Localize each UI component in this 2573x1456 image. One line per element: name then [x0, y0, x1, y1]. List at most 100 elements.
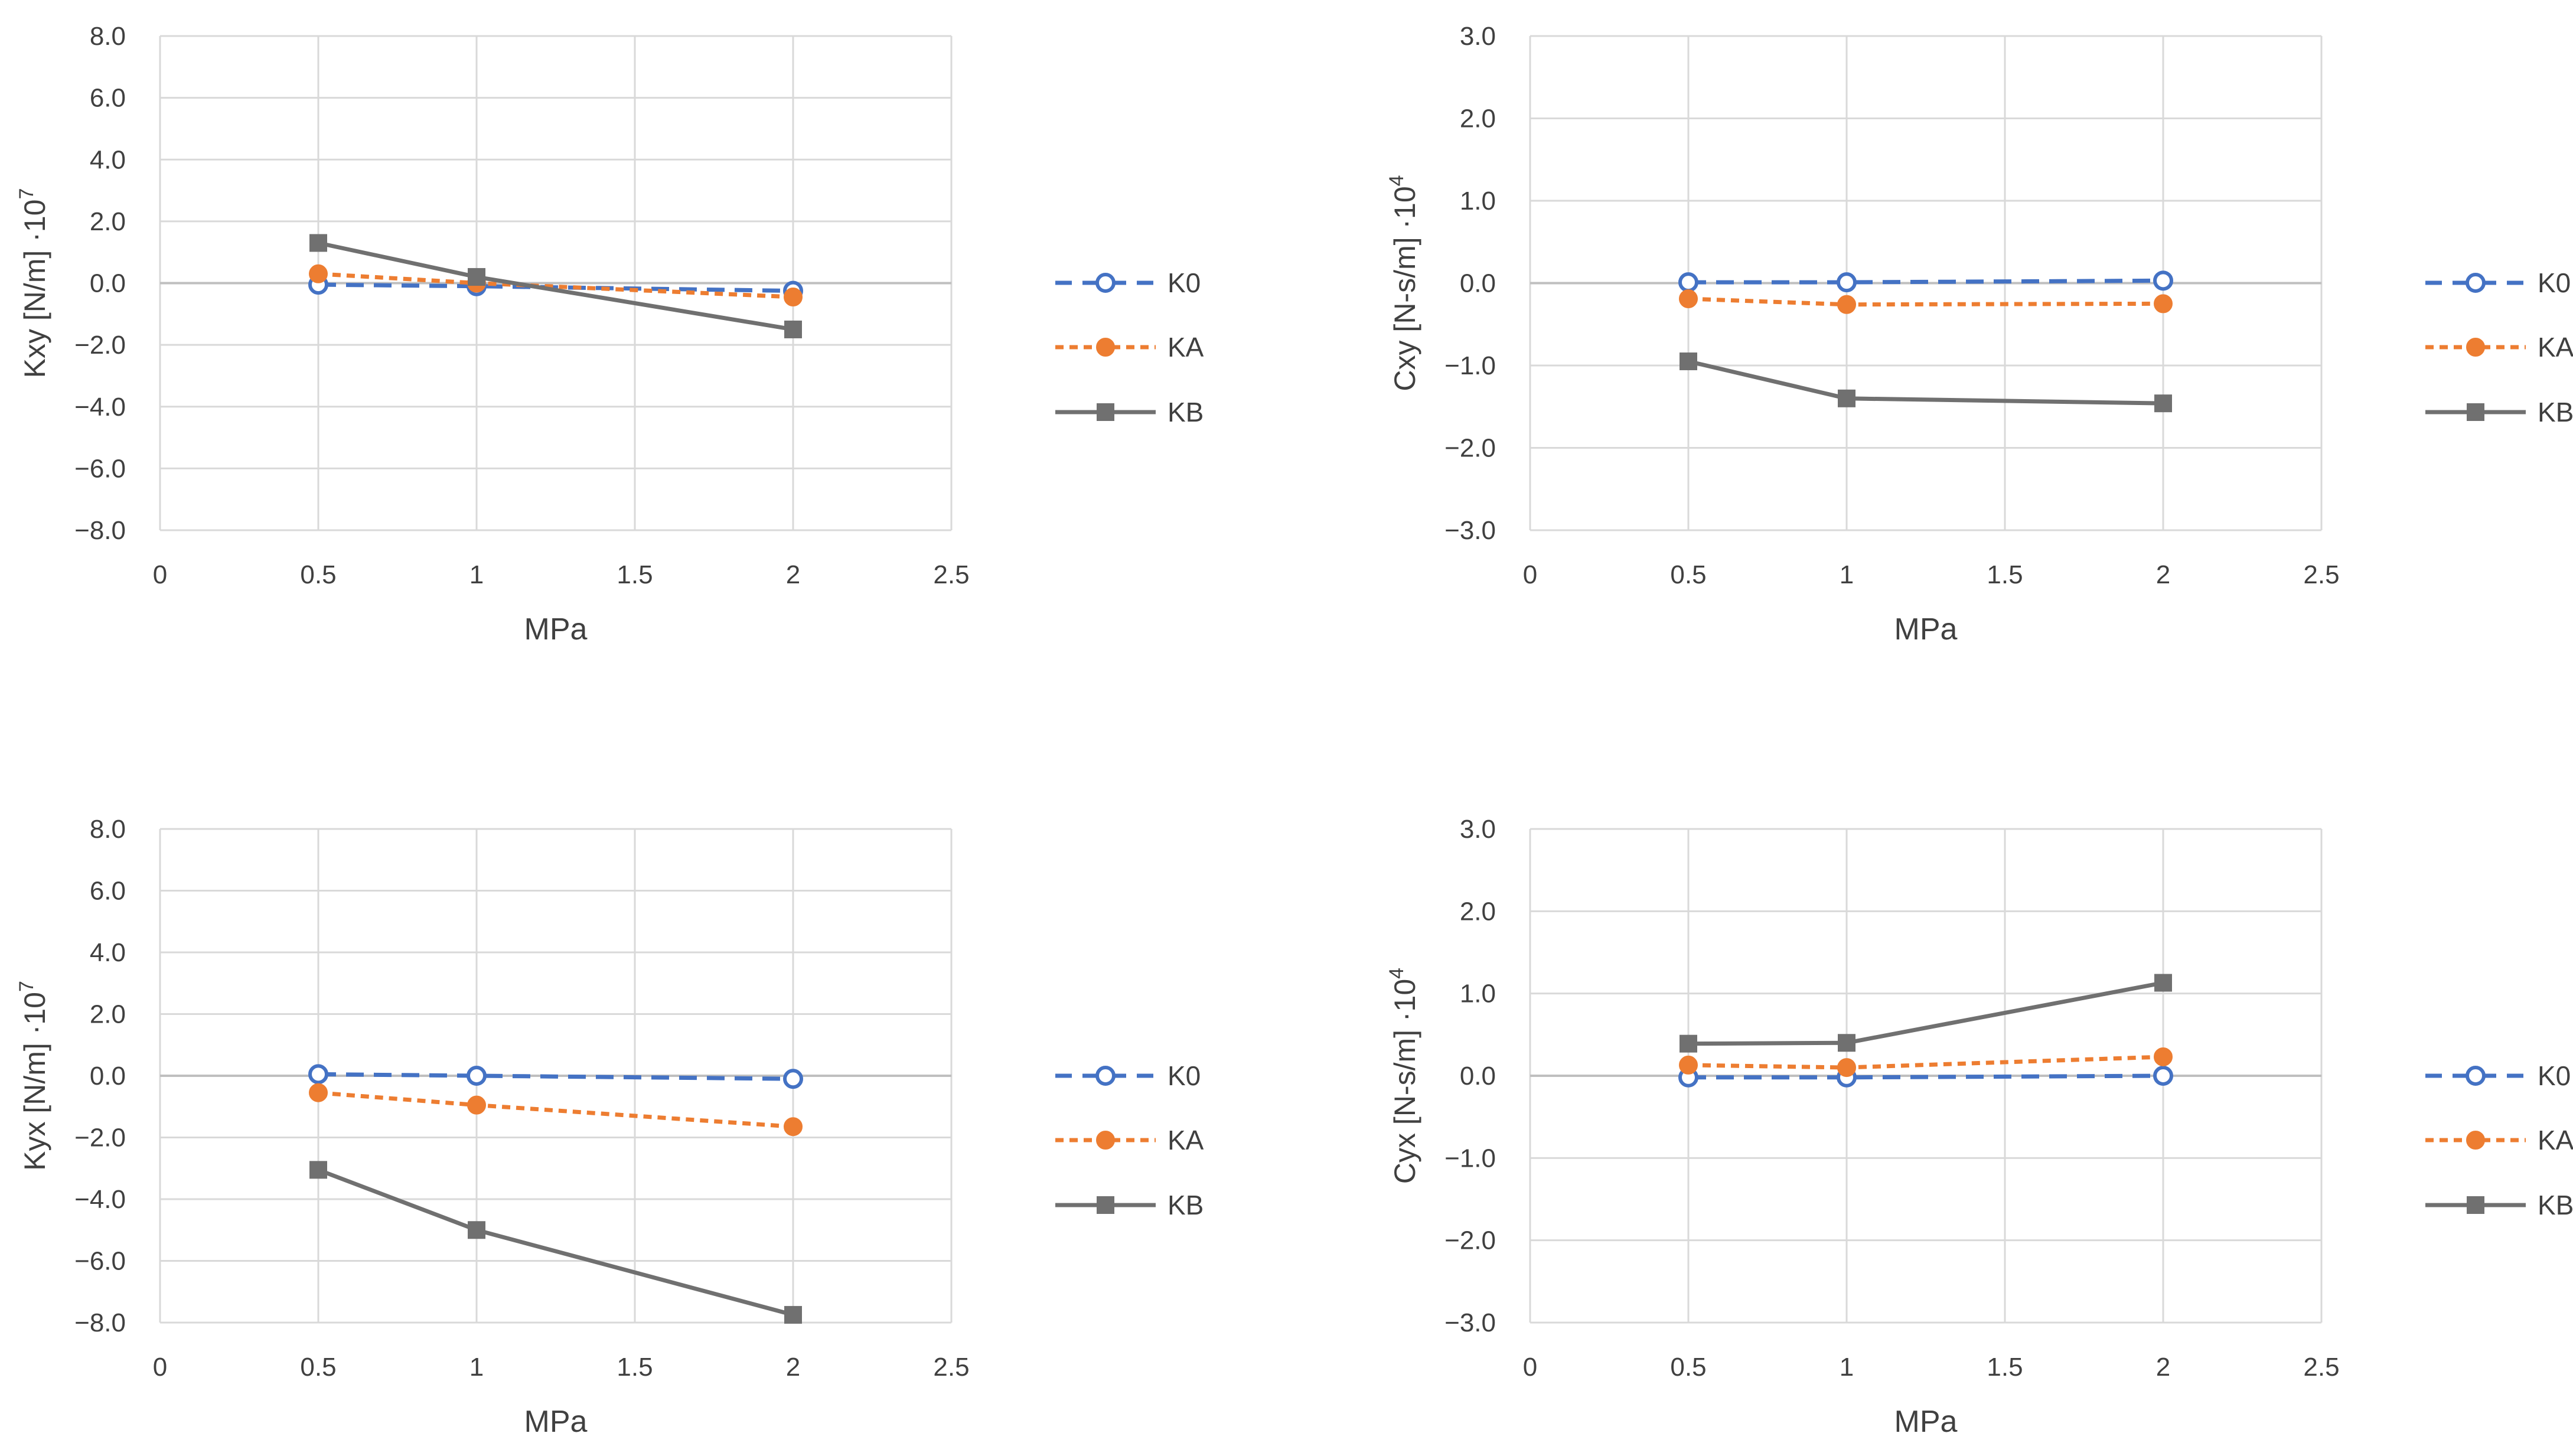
x-tick-label: 1	[469, 1353, 484, 1382]
x-tick-label: 1	[469, 560, 484, 589]
marker-k0	[2153, 1066, 2173, 1086]
legend-label-ka: KA	[1168, 332, 1204, 363]
y-axis-title-text: Cxy [N-s/m] ·10	[1388, 186, 1421, 391]
y-tick-label: −2.0	[1444, 1226, 1496, 1255]
marker-ka	[2466, 338, 2485, 357]
marker-ka	[309, 264, 328, 283]
marker-k0	[467, 1066, 487, 1086]
x-tick-label: 2	[2156, 1353, 2170, 1382]
x-tick-label: 0	[153, 1353, 167, 1382]
x-axis-title: MPa	[1894, 612, 1958, 647]
marker-kb	[309, 234, 327, 252]
marker-ka	[1679, 289, 1698, 309]
y-tick-label: −8.0	[74, 1308, 126, 1337]
y-tick-label: 1.0	[1460, 187, 1496, 216]
marker-kb	[1838, 389, 1855, 407]
series-line-ka	[1688, 1055, 2164, 1070]
y-tick-label: 6.0	[90, 84, 126, 113]
y-axis-title: Kxy [N/m] ·107	[15, 188, 51, 378]
legend-label-kb: KB	[1168, 397, 1204, 427]
y-tick-label: 2.0	[1460, 105, 1496, 133]
x-tick-label: 1.5	[617, 560, 653, 589]
legend-label-k0: K0	[2538, 267, 2571, 298]
marker-kb	[468, 1221, 485, 1239]
x-tick-label: 2	[2156, 560, 2170, 589]
x-tick-label: 0	[153, 560, 167, 589]
y-tick-label: 0.0	[90, 269, 126, 298]
legend-label-k0: K0	[2538, 1060, 2571, 1091]
legend-label-kb: KB	[1168, 1190, 1204, 1220]
x-tick-label: 2.5	[2303, 560, 2339, 589]
x-tick-label: 2	[786, 1353, 800, 1382]
y-tick-label: −8.0	[74, 516, 126, 545]
y-tick-label: −3.0	[1444, 1308, 1496, 1337]
marker-ka	[2466, 1131, 2485, 1150]
chart-kxy: 8.0 6.0 4.0 2.0 0.0 −2.0 −4.0 −6.0 −8.0 0 0.5 1 1.5 2…	[15, 22, 1204, 647]
legend-label-ka: KA	[2538, 1125, 2573, 1155]
x-tick-label: 0.5	[1670, 1353, 1706, 1382]
marker-ka	[467, 1095, 486, 1115]
marker-kb	[1680, 1034, 1697, 1053]
y-axis-title-exponent: 4	[1385, 968, 1408, 979]
marker-k0	[2466, 273, 2486, 293]
x-tick-label: 0.5	[300, 1353, 336, 1382]
y-tick-label: −1.0	[1444, 351, 1496, 380]
marker-ka	[2154, 294, 2173, 314]
x-tick-label: 2.5	[2303, 1353, 2339, 1382]
marker-ka	[309, 1083, 328, 1102]
y-axis-title-text: Kyx [N/m] ·10	[18, 992, 51, 1171]
marker-kb	[784, 1305, 802, 1324]
series-line-ka	[1688, 296, 2164, 307]
x-tick-label: 1.5	[1987, 1353, 2023, 1382]
y-tick-label: −1.0	[1444, 1144, 1496, 1173]
chart-kyx: 8.0 6.0 4.0 2.0 0.0 −2.0 −4.0 −6.0 −8.0 0 0.5 1 1.5 2…	[15, 815, 1204, 1439]
series-line-k0	[318, 282, 794, 293]
x-tick-label: 2.5	[933, 1353, 969, 1382]
marker-ka	[2154, 1047, 2173, 1066]
x-tick-label: 1	[1840, 560, 1854, 589]
y-axis-title: Cyx [N-s/m] ·104	[1385, 968, 1421, 1184]
y-axis-title: Kyx [N/m] ·107	[15, 981, 51, 1171]
x-tick-label: 1	[1840, 1353, 1854, 1382]
series-line-k0	[1688, 278, 2164, 285]
marker-ka	[784, 288, 803, 307]
legend-label-k0: K0	[1168, 1060, 1201, 1091]
marker-ka	[1679, 1055, 1698, 1075]
y-tick-label: 3.0	[1460, 815, 1496, 844]
y-tick-label: −4.0	[74, 1185, 126, 1214]
series-line-kb	[1688, 981, 2164, 1046]
x-tick-label: 0.5	[300, 560, 336, 589]
x-tick-label: 2	[786, 560, 800, 589]
y-tick-label: 3.0	[1460, 22, 1496, 51]
legend-label-ka: KA	[2538, 332, 2573, 363]
marker-kb	[1680, 352, 1697, 371]
y-tick-label: −6.0	[74, 454, 126, 483]
y-tick-label: −2.0	[74, 1124, 126, 1153]
series-line-ka	[318, 1091, 794, 1129]
x-tick-label: 0.5	[1670, 560, 1706, 589]
y-tick-label: 1.0	[1460, 980, 1496, 1008]
x-axis-title: MPa	[524, 1405, 588, 1439]
y-tick-label: 0.0	[1460, 1062, 1496, 1091]
series-line-kb	[1688, 359, 2164, 406]
y-axis-title-exponent: 7	[15, 981, 38, 992]
marker-kb	[2154, 394, 2172, 413]
legend-label-kb: KB	[2538, 397, 2573, 427]
y-tick-label: 8.0	[90, 22, 126, 51]
marker-kb	[2467, 403, 2484, 421]
legend-label-k0: K0	[1168, 267, 1201, 298]
marker-kb	[2154, 974, 2172, 992]
marker-k0	[1095, 273, 1116, 293]
chart-cyx: 3.0 2.0 1.0 0.0 −1.0 −2.0 −3.0 0 0.5 1 1.5 2 2.5 MPa C…	[1385, 815, 2573, 1439]
marker-k0	[1678, 272, 1698, 293]
y-tick-label: 2.0	[90, 207, 126, 236]
x-axis-title: MPa	[1894, 1405, 1958, 1439]
series-line-k0	[318, 1072, 794, 1081]
marker-kb	[309, 1161, 327, 1179]
series-line-kb	[317, 1168, 794, 1317]
y-tick-label: 2.0	[90, 1000, 126, 1029]
y-tick-label: 4.0	[90, 938, 126, 967]
marker-kb	[1097, 1196, 1114, 1214]
y-tick-label: −4.0	[74, 393, 126, 422]
